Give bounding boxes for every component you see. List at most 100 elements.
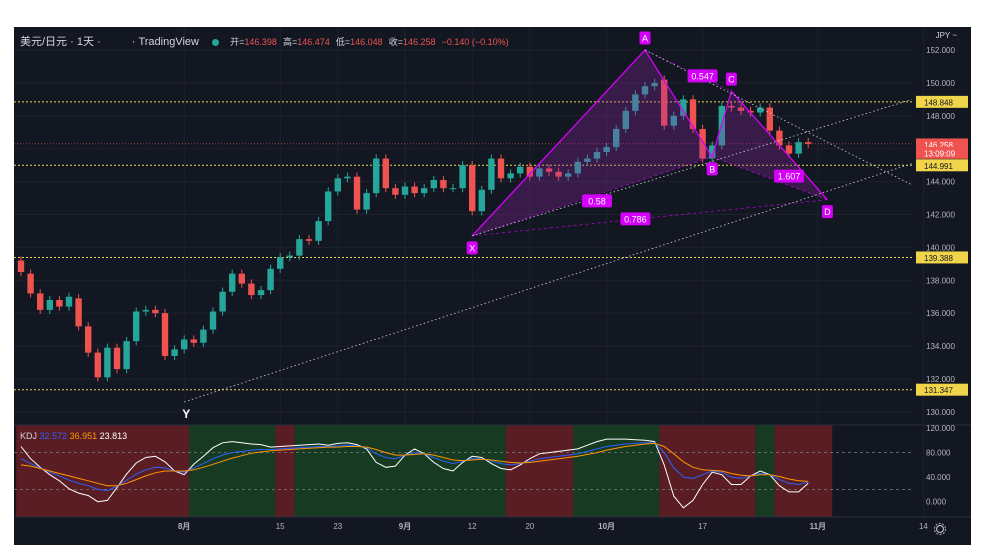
open-key: 开=: [230, 37, 245, 47]
candle-down: [305, 239, 313, 241]
candle-up: [795, 142, 802, 154]
pattern-point-label: C: [728, 75, 735, 85]
candle-up: [517, 166, 524, 174]
pattern-ratio-line: [712, 156, 828, 200]
candle-up: [104, 347, 111, 378]
symbol-title[interactable]: 美元/日元 · 1天 ·: [20, 36, 101, 48]
kdj-bear-zone: [774, 425, 833, 517]
candle-down: [392, 188, 399, 195]
candle-up: [680, 99, 687, 116]
price-tick-label: 150.000: [926, 79, 955, 88]
candle-down: [776, 130, 783, 146]
kdj-k-value: 32.572: [39, 431, 68, 441]
price-tick-label: 130.000: [926, 408, 955, 417]
trendline-a: [644, 49, 913, 186]
price-tick-label: 132.000: [926, 375, 955, 384]
ratio-badge: [687, 69, 718, 83]
low-value: 146.048: [350, 37, 383, 47]
right-price-label: 144.991: [924, 162, 953, 171]
kdj-tick-label: 80.000: [926, 449, 951, 458]
high-key: 高=: [283, 37, 298, 47]
candle-up: [181, 339, 188, 350]
time-tick-label: 17: [698, 522, 707, 531]
ratio-label: 0.547: [691, 71, 714, 81]
kdj-bull-zone: [189, 425, 276, 517]
time-tick-label: 10月: [598, 522, 615, 531]
time-tick-label: 20: [525, 522, 534, 531]
time-tick-label: 14: [919, 522, 928, 531]
candle-up: [200, 329, 207, 343]
candle-up: [641, 86, 649, 95]
level-price-badge: [916, 251, 968, 264]
chart-header: 美元/日元 · 1天 · · TradingView 开=146.398 高=1…: [20, 33, 512, 49]
candle-down: [497, 158, 505, 179]
pattern-point-badge: [725, 72, 737, 86]
level-price-badge: [916, 383, 968, 396]
pattern-ratio-line: [644, 49, 732, 92]
candle-up: [373, 158, 380, 194]
pattern-point-badge: [466, 241, 478, 255]
candle-up: [257, 290, 265, 296]
candle-down: [248, 283, 255, 296]
source-label: · TradingView: [131, 36, 199, 48]
candle-up: [651, 82, 658, 87]
kdj-bull-zone: [294, 425, 506, 517]
candle-down: [699, 128, 706, 159]
settings-icon[interactable]: [934, 523, 946, 535]
candle-up: [277, 257, 284, 269]
candle-up: [123, 341, 130, 370]
candle-down: [353, 176, 361, 210]
candle-down: [27, 273, 34, 294]
kdj-j-line: [20, 438, 809, 509]
candle-down: [661, 79, 668, 126]
trendline-x: [472, 98, 913, 237]
price-tick-label: 152.000: [926, 46, 955, 55]
pattern-point-label: A: [642, 34, 648, 44]
time-tick-label: 23: [333, 522, 342, 531]
kdj-tick-label: 120.000: [926, 424, 955, 433]
ratio-label: 0.58: [588, 196, 606, 206]
candle-up: [65, 296, 73, 307]
candle-up: [267, 268, 274, 291]
candle-down: [94, 352, 101, 378]
time-tick-label: 8月: [178, 522, 190, 531]
candle-up: [632, 94, 639, 111]
candle-up: [209, 311, 217, 330]
pattern-point-badge: [639, 31, 651, 45]
candle-down: [37, 293, 44, 310]
candle-down: [238, 273, 245, 284]
time-tick-label: 12: [468, 522, 477, 531]
candle-up: [670, 115, 677, 126]
ohlc-readout: 开=146.398 高=146.474 低=146.048 收=146.258 …: [230, 36, 512, 48]
point-y-label: Y: [182, 407, 190, 421]
candle-up: [325, 191, 332, 222]
candle-down: [113, 347, 121, 370]
candle-up: [401, 186, 409, 195]
kdj-tick-label: 0.000: [926, 498, 947, 507]
candle-up: [536, 168, 543, 177]
right-price-label: 13:09:09: [924, 149, 956, 158]
gear-icon-teeth: [934, 523, 946, 535]
kdj-tick-label: 40.000: [926, 473, 951, 482]
candle-up: [603, 147, 610, 152]
candle-down: [75, 298, 82, 327]
candle-up: [709, 145, 716, 159]
candle-up: [363, 193, 370, 210]
time-tick-label: 11月: [810, 522, 826, 531]
currency-selector[interactable]: JPY ~: [935, 31, 957, 40]
pattern-point-badge: [706, 162, 718, 176]
ratio-label: 0.786: [624, 214, 647, 224]
candle-up: [449, 188, 457, 190]
kdj-bear-zone: [275, 425, 295, 517]
market-status-dot: [212, 38, 220, 46]
candle-down: [152, 309, 159, 314]
kdj-legend: KDJ 32.572 36.951 23.813: [20, 431, 127, 441]
candle-up: [286, 255, 293, 258]
level-price-badge: [916, 95, 968, 108]
chart-canvas[interactable]: 152.000150.000148.000146.000144.000142.0…: [14, 27, 971, 545]
current-price-badge: [916, 146, 968, 159]
pattern-point-badge: [821, 205, 833, 219]
candle-down: [411, 186, 418, 194]
kdj-bull-zone: [755, 425, 775, 517]
candle-down: [545, 168, 553, 172]
